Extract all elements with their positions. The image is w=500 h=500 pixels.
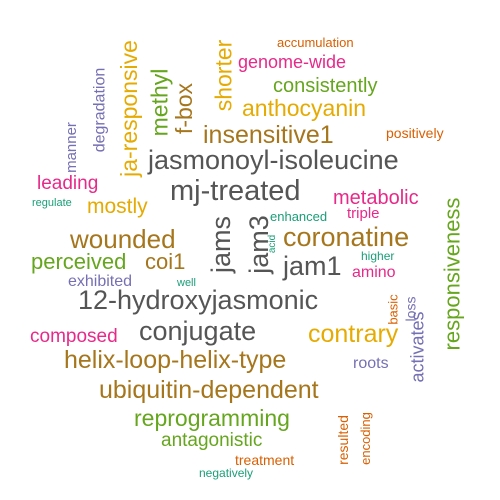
word-wounded: wounded (70, 224, 176, 254)
word-reprogramming: reprogramming (134, 405, 290, 431)
word-metabolic: metabolic (333, 187, 419, 209)
word-conjugate: conjugate (139, 316, 257, 346)
word-ja-responsive: ja-responsive (115, 40, 142, 177)
word-jams: jams (206, 215, 237, 274)
word-methyl: methyl (146, 68, 173, 137)
word-encoding: encoding (357, 412, 373, 465)
word-jasmonoyl-isoleucine: jasmonoyl-isoleucine (148, 145, 399, 175)
word-helix-loop-helix-type: helix-loop-helix-type (64, 346, 287, 374)
word-mj-treated: mj-treated (170, 175, 301, 207)
word-amino: amino (352, 264, 396, 281)
word-coronatine: coronatine (283, 222, 410, 252)
word-consistently: consistently (273, 75, 378, 97)
word-regulate: regulate (32, 197, 72, 209)
word-contrary: contrary (308, 320, 399, 348)
word-composed: composed (30, 326, 118, 347)
word-resulted: resulted (334, 415, 351, 465)
word-anthocyanin: anthocyanin (242, 95, 367, 121)
word-coi1: coi1 (145, 249, 186, 274)
word-jam1: jam1 (283, 251, 342, 281)
word-mostly: mostly (87, 195, 148, 218)
word-negatively: negatively (199, 466, 254, 480)
word-higher: higher (361, 249, 395, 263)
word-shorter: shorter (210, 39, 237, 112)
word-exhibited: exhibited (68, 273, 133, 290)
word-leading: leading (37, 173, 99, 194)
word-treatment: treatment (235, 452, 295, 468)
word-triple: triple (347, 205, 380, 222)
word-degradation: degradation (91, 67, 109, 153)
word-well: well (177, 277, 196, 289)
word-insensitive1: insensitive1 (203, 121, 334, 149)
word-antagonistic: antagonistic (161, 430, 263, 451)
word-responsiveness: responsiveness (439, 197, 465, 351)
word-genome-wide: genome-wide (238, 52, 347, 72)
word-acid: acid (267, 234, 279, 254)
word-roots: roots (353, 355, 389, 372)
word-perceived: perceived (31, 249, 127, 274)
word-activates: activates (407, 311, 428, 383)
word-positively: positively (386, 125, 444, 141)
word-f-box: f-box (171, 82, 198, 135)
word-accumulation: accumulation (277, 35, 354, 50)
word-12-hydroxyjasmonic: 12-hydroxyjasmonic (78, 285, 319, 315)
word-enhanced: enhanced (270, 209, 328, 224)
word-ubiquitin-dependent: ubiquitin-dependent (99, 376, 319, 404)
word-manner: manner (62, 122, 80, 173)
